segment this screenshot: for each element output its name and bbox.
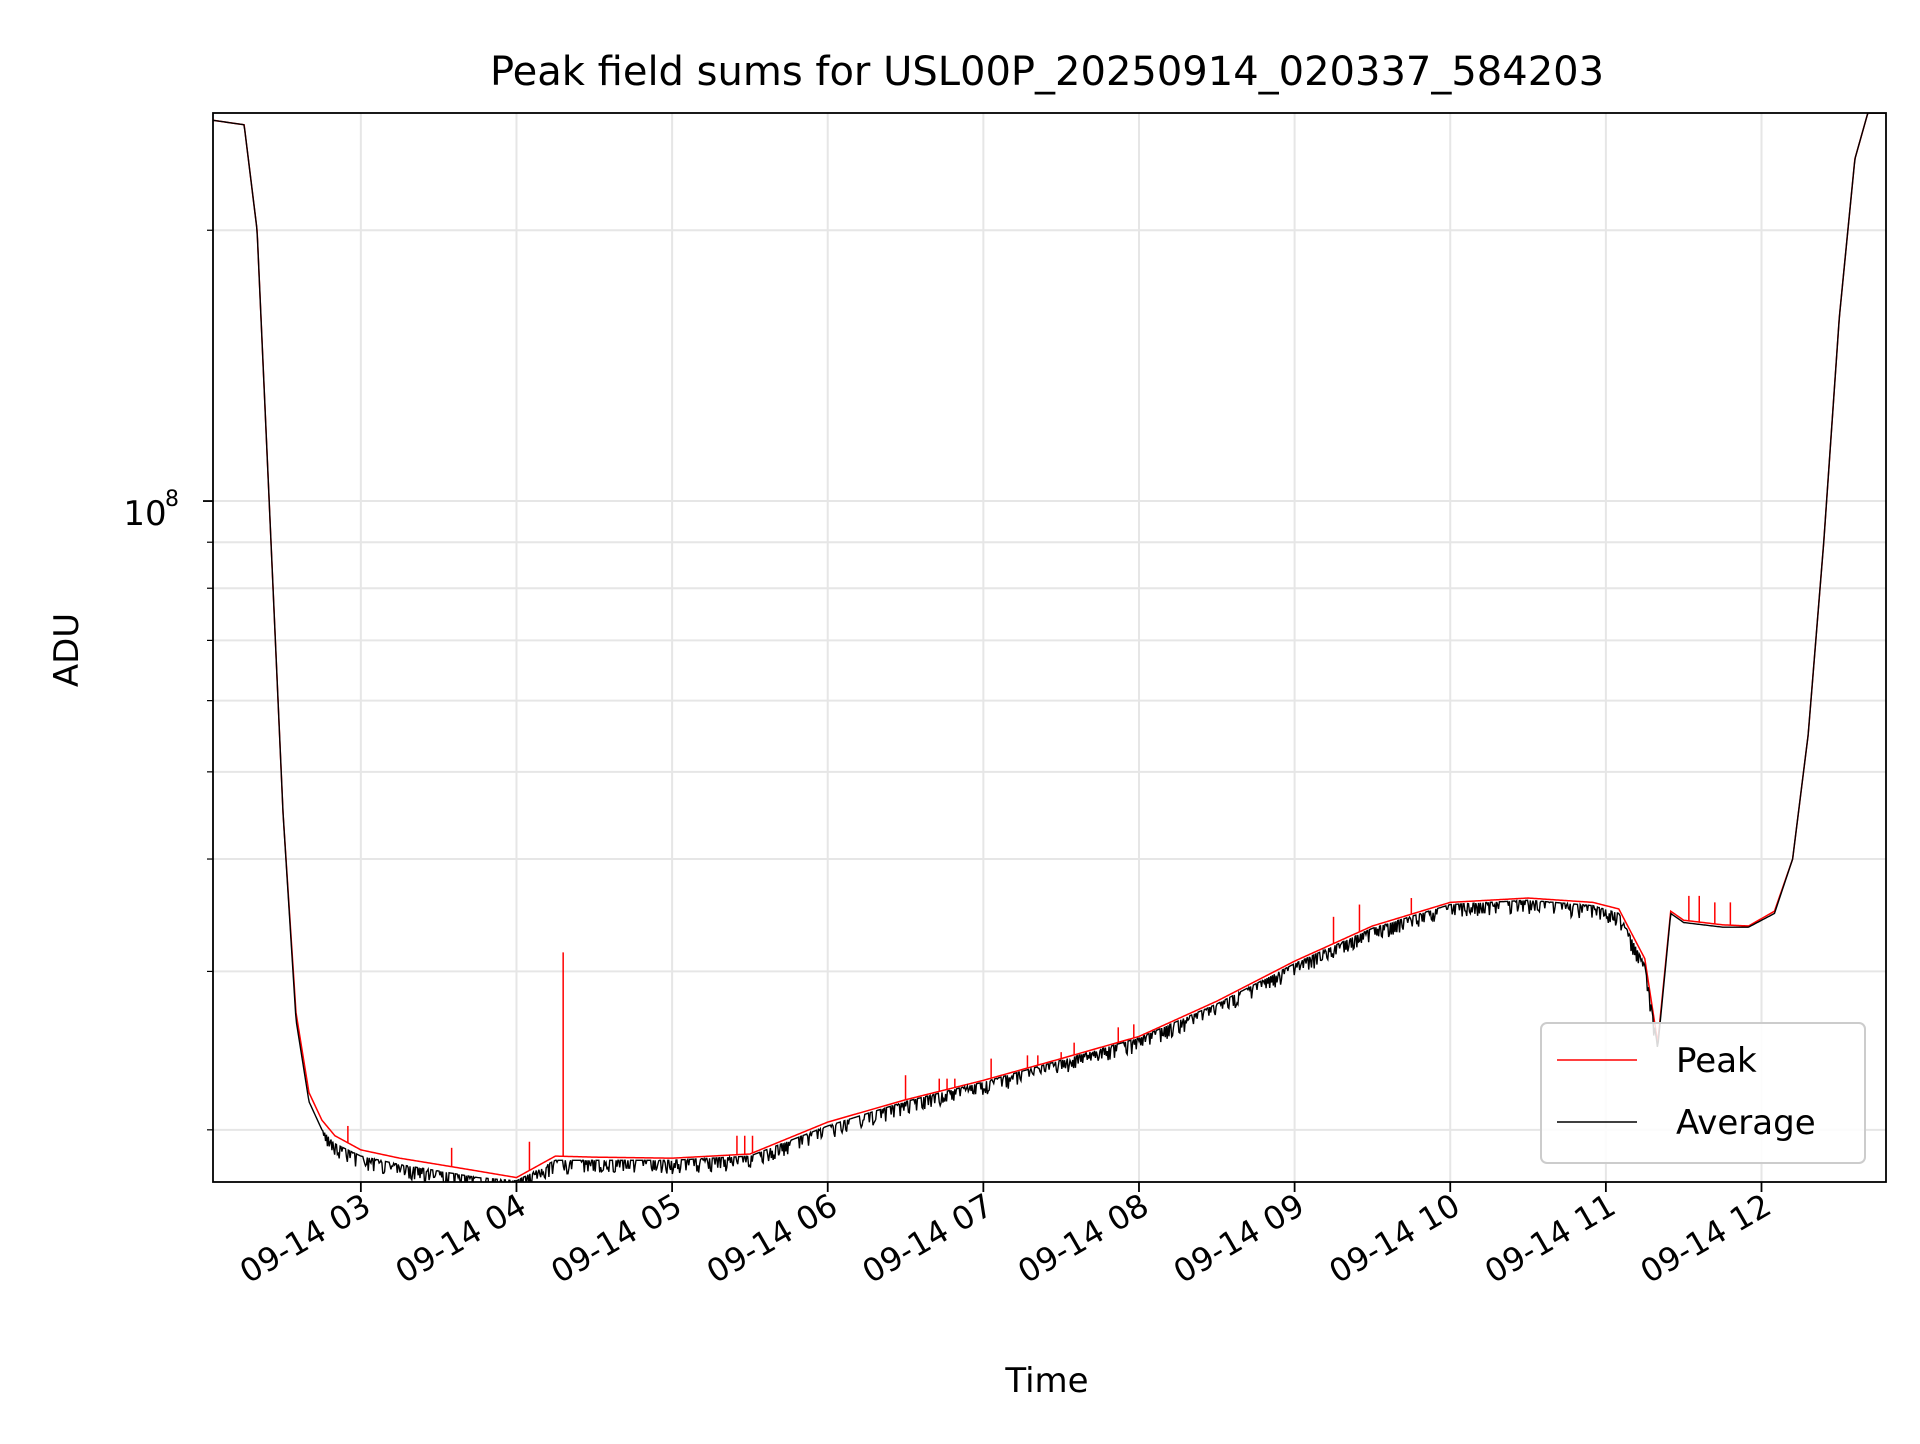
x-axis-label: Time (1004, 1361, 1088, 1401)
y-tick-base: 10 (123, 494, 166, 534)
x-tick-label: 09-14 10 (1323, 1186, 1467, 1291)
x-tick-label: 09-14 06 (700, 1186, 844, 1291)
plot-frame (212, 112, 1887, 1183)
grid (213, 113, 1886, 1182)
x-tick-label: 09-14 05 (545, 1186, 689, 1291)
peak-series-line (213, 113, 1886, 1179)
x-tick-label: 09-14 08 (1011, 1186, 1155, 1291)
x-tick-label: 09-14 03 (233, 1186, 377, 1291)
legend-box (1540, 1022, 1866, 1164)
y-tick-exponent: 8 (165, 487, 179, 512)
legend-peak-label: Peak (1676, 1041, 1757, 1081)
x-tick-label: 09-14 11 (1478, 1186, 1622, 1291)
series-layer (213, 113, 1886, 1182)
chart-title: Peak field sums for USL00P_20250914_0203… (490, 49, 1604, 95)
average-series-line (213, 113, 1886, 1182)
x-tick-label: 09-14 04 (389, 1186, 533, 1291)
legend-average-label: Average (1676, 1103, 1816, 1143)
x-tick-label: 09-14 12 (1634, 1186, 1778, 1291)
x-tick-label: 09-14 07 (856, 1186, 1000, 1291)
y-tick-label-1e8: 10 8 (123, 487, 179, 534)
x-tick-label: 09-14 09 (1167, 1186, 1311, 1291)
legend: Peak Average (1540, 1022, 1866, 1164)
y-axis-label: ADU (47, 613, 87, 687)
